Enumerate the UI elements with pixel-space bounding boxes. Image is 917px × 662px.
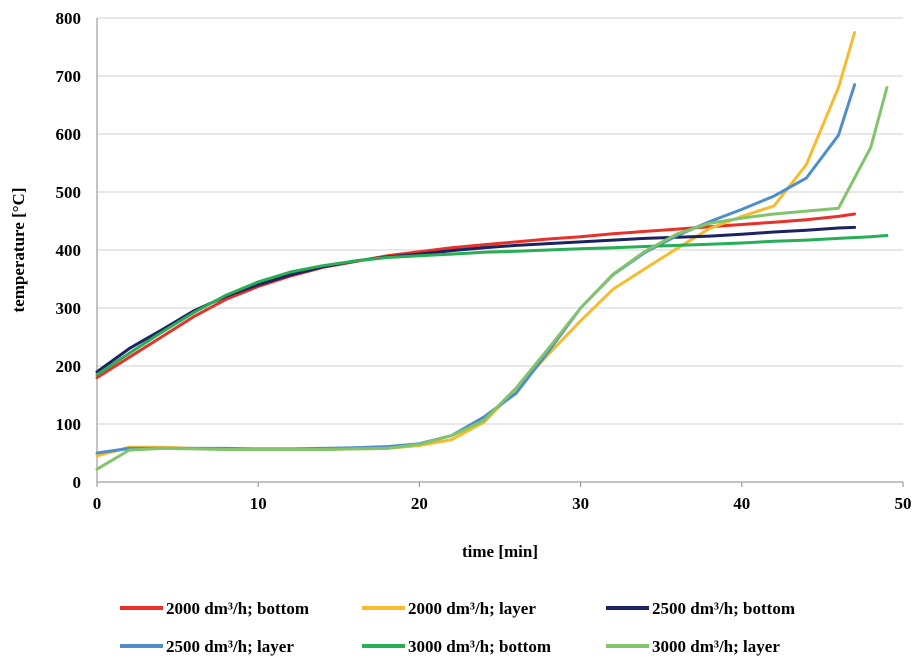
y-tick-labels: 0 100 200 300 400 500 600 700 800 — [56, 9, 82, 492]
x-tick-label: 50 — [895, 494, 912, 513]
legend-label: 3000 dm³/h; layer — [652, 637, 780, 656]
x-tick-label: 10 — [250, 494, 267, 513]
y-tick-label: 500 — [56, 183, 82, 202]
legend-item: 3000 dm³/h; layer — [606, 637, 780, 656]
y-tick-label: 400 — [56, 241, 82, 260]
y-tick-label: 0 — [73, 473, 82, 492]
y-tick-label: 700 — [56, 67, 82, 86]
y-tick-label: 100 — [56, 415, 82, 434]
x-tick-label: 30 — [572, 494, 589, 513]
x-tick-label: 40 — [733, 494, 750, 513]
legend-item: 2500 dm³/h; layer — [120, 637, 294, 656]
series-lines — [95, 31, 889, 471]
x-axis-title: time [min] — [462, 542, 538, 561]
y-tick-label: 600 — [56, 125, 82, 144]
legend-label: 2000 dm³/h; layer — [408, 599, 536, 618]
legend-label: 3000 dm³/h; bottom — [408, 637, 551, 656]
x-tick-labels: 0 10 20 30 40 50 — [93, 494, 912, 513]
legend-label: 2500 dm³/h; bottom — [652, 599, 795, 618]
y-tick-label: 800 — [56, 9, 82, 28]
series-line-4 — [95, 83, 857, 455]
legend-item: 2000 dm³/h; layer — [362, 599, 536, 618]
gridlines — [97, 17, 903, 425]
series-line-6 — [95, 86, 889, 471]
series-line-1 — [95, 212, 857, 380]
y-tick-label: 200 — [56, 357, 82, 376]
legend: 2000 dm³/h; bottom 2000 dm³/h; layer 2500 … — [120, 599, 795, 656]
legend-item: 3000 dm³/h; bottom — [362, 637, 551, 656]
axes — [96, 18, 904, 487]
legend-label: 2500 dm³/h; layer — [166, 637, 294, 656]
y-tick-label: 300 — [56, 299, 82, 318]
legend-item: 2000 dm³/h; bottom — [120, 599, 309, 618]
x-tick-label: 0 — [93, 494, 102, 513]
legend-item: 2500 dm³/h; bottom — [606, 599, 795, 618]
x-tick-label: 20 — [411, 494, 428, 513]
series-line-5 — [95, 234, 889, 377]
y-axis-title: temperature [°C] — [9, 188, 28, 313]
series-line-3 — [95, 225, 857, 374]
legend-label: 2000 dm³/h; bottom — [166, 599, 309, 618]
